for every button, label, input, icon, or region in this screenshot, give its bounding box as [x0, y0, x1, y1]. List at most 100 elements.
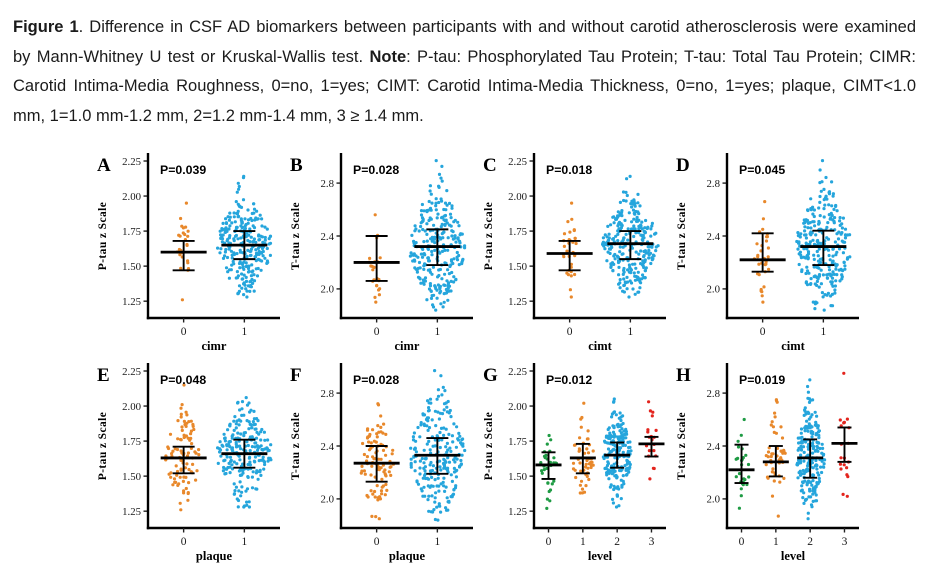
- panel-h: H T-tau z Scale 2.0 2.4 2.8 0 1 2 3 level P=0.019: [676, 363, 859, 563]
- errorbar-group-0: [728, 443, 755, 484]
- y-tick-label: 1.75: [508, 226, 527, 238]
- axes: 1.25 1.50 1.75 2.00 2.25 0 1: [122, 363, 280, 548]
- panel-letter: F: [290, 365, 302, 386]
- errorbar-group-2: [797, 438, 824, 479]
- errorbar-group-1: [762, 445, 789, 478]
- y-tick-label: 1.50: [122, 471, 141, 483]
- points-group-1: [795, 159, 852, 312]
- y-axis-label: P-tau z Scale: [483, 202, 495, 270]
- x-tick-label: 1: [820, 326, 826, 338]
- panel-d: D T-tau z Scale 2.0 2.4 2.8 0 1 cimt P=0.045: [676, 153, 859, 353]
- x-tick-label: 1: [241, 536, 247, 548]
- panel-b: B T-tau z Scale 2.0 2.4 2.8 0 1 cimr P=0.028: [290, 153, 473, 353]
- y-tick-label: 2.8: [321, 388, 335, 400]
- points-group-2: [795, 378, 827, 521]
- y-tick-label: 2.4: [707, 441, 721, 453]
- y-axis-label: P-tau z Scale: [97, 202, 109, 270]
- points-group-1: [408, 159, 467, 312]
- p-value-label: P=0.028: [353, 373, 399, 387]
- x-tick-label: 0: [760, 326, 766, 338]
- y-axis-label: T-tau z Scale: [676, 202, 688, 270]
- errorbar-group-0: [353, 235, 400, 282]
- errorbar-group-0: [160, 445, 207, 475]
- x-tick-label: 1: [434, 326, 440, 338]
- points-group-0: [367, 213, 382, 304]
- y-tick-label: 2.0: [707, 284, 721, 296]
- y-tick-label: 1.25: [122, 506, 141, 518]
- x-axis-label: plaque: [389, 549, 426, 563]
- panel-e: E P-tau z Scale 1.25 1.50 1.75 2.00 2.25 0 1 plaq…: [97, 363, 280, 563]
- y-tick-label: 1.25: [122, 296, 141, 308]
- axes: 2.0 2.4 2.8 0 1: [707, 153, 859, 338]
- errorbar-group-1: [414, 437, 461, 475]
- y-tick-label: 1.75: [508, 436, 527, 448]
- y-tick-label: 1.50: [122, 261, 141, 273]
- panel-letter: A: [97, 155, 111, 176]
- errorbar-group-3: [638, 435, 665, 458]
- y-tick-label: 2.4: [321, 231, 335, 243]
- points-group-0: [164, 383, 201, 512]
- x-axis-label: level: [588, 549, 613, 563]
- y-tick-label: 2.4: [321, 441, 335, 453]
- errorbar-group-1: [607, 230, 654, 261]
- errorbar-group-2: [604, 441, 631, 469]
- y-tick-label: 2.00: [508, 191, 527, 203]
- y-tick-label: 1.75: [122, 226, 141, 238]
- caption-text-1: . Difference in CSF AD biomarkers betwee…: [13, 18, 916, 66]
- y-tick-label: 2.00: [122, 401, 141, 413]
- y-tick-label: 2.25: [508, 366, 527, 378]
- y-tick-label: 1.50: [508, 471, 527, 483]
- errorbar-group-1: [414, 228, 461, 267]
- x-tick-label: 0: [181, 326, 187, 338]
- y-tick-label: 2.8: [707, 388, 721, 400]
- panel-g: G P-tau z Scale 1.25 1.50 1.75 2.00 2.25 0 1 2 3 le…: [483, 363, 666, 563]
- x-axis-label: cimr: [395, 339, 420, 353]
- panel-letter: G: [483, 365, 498, 386]
- x-axis-label: plaque: [196, 549, 233, 563]
- x-tick-label: 1: [580, 536, 586, 548]
- errorbar-group-1: [221, 438, 268, 469]
- figure-panels-grid: A P-tau z Scale 1.25 1.50 1.75 2.00 2.25 0 1 cimr…: [91, 146, 863, 566]
- y-tick-label: 2.0: [321, 284, 335, 296]
- x-tick-label: 0: [374, 326, 380, 338]
- errorbar-group-3: [831, 426, 858, 463]
- y-tick-label: 2.25: [508, 156, 527, 168]
- axes: 2.0 2.4 2.8 0 1: [321, 363, 473, 548]
- y-tick-label: 2.25: [122, 156, 141, 168]
- panel-letter: D: [676, 155, 690, 176]
- x-tick-label: 1: [773, 536, 779, 548]
- panel-letter: C: [483, 155, 497, 176]
- panel-letter: B: [290, 155, 303, 176]
- y-tick-label: 2.4: [707, 231, 721, 243]
- p-value-label: P=0.048: [160, 373, 206, 387]
- errorbar-group-1: [569, 442, 596, 475]
- y-tick-label: 1.25: [508, 506, 527, 518]
- axes: 1.25 1.50 1.75 2.00 2.25 0 1: [508, 153, 666, 338]
- panel-letter: E: [97, 365, 110, 386]
- x-tick-label: 1: [434, 536, 440, 548]
- x-tick-label: 3: [842, 536, 848, 548]
- x-tick-label: 3: [649, 536, 655, 548]
- y-tick-label: 2.8: [321, 178, 335, 190]
- y-tick-label: 2.00: [508, 401, 527, 413]
- axes: 1.25 1.50 1.75 2.00 2.25 0 1 2 3: [508, 363, 666, 548]
- y-tick-label: 2.8: [707, 178, 721, 190]
- y-axis-label: T-tau z Scale: [290, 412, 302, 480]
- errorbar-group-1: [800, 229, 847, 267]
- x-tick-label: 0: [567, 326, 573, 338]
- panel-letter: H: [676, 365, 691, 386]
- y-tick-label: 2.25: [122, 366, 141, 378]
- x-axis-label: cimt: [588, 339, 612, 353]
- x-axis-label: level: [781, 549, 806, 563]
- p-value-label: P=0.045: [739, 163, 785, 177]
- y-axis-label: P-tau z Scale: [483, 412, 495, 480]
- points-group-1: [601, 174, 660, 299]
- p-value-label: P=0.039: [160, 163, 206, 177]
- y-axis-label: T-tau z Scale: [676, 412, 688, 480]
- p-value-label: P=0.012: [546, 373, 592, 387]
- y-tick-label: 2.0: [321, 494, 335, 506]
- p-value-label: P=0.018: [546, 163, 592, 177]
- points-group-1: [216, 396, 273, 509]
- axes: 1.25 1.50 1.75 2.00 2.25 0 1: [122, 153, 280, 338]
